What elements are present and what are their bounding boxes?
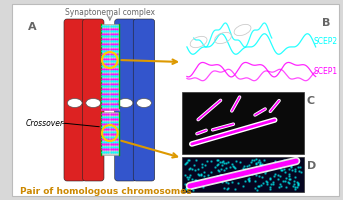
- Ellipse shape: [137, 98, 151, 108]
- Ellipse shape: [67, 98, 82, 108]
- Text: SCEP2: SCEP2: [313, 38, 337, 46]
- Bar: [101, 24, 119, 110]
- Text: Synaptonemal complex: Synaptonemal complex: [65, 8, 155, 17]
- FancyBboxPatch shape: [83, 19, 104, 181]
- Text: D: D: [307, 161, 316, 171]
- Bar: [182, 157, 304, 192]
- Text: Crossover: Crossover: [26, 118, 64, 128]
- Text: SCEP1: SCEP1: [313, 68, 337, 76]
- Text: Pair of homologous chromosomes: Pair of homologous chromosomes: [20, 188, 192, 196]
- FancyBboxPatch shape: [133, 19, 155, 181]
- Ellipse shape: [86, 98, 100, 108]
- FancyBboxPatch shape: [64, 19, 85, 181]
- Text: A: A: [28, 22, 36, 32]
- Bar: [101, 112, 119, 155]
- FancyBboxPatch shape: [115, 19, 136, 181]
- Text: C: C: [307, 96, 315, 106]
- Bar: [182, 92, 304, 154]
- Text: B: B: [322, 18, 330, 28]
- Ellipse shape: [118, 98, 133, 108]
